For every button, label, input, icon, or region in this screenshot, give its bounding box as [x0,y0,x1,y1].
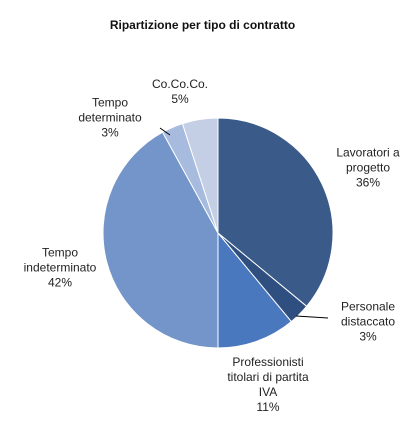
slice-label: Tempo determinato 3% [65,96,155,141]
slice-label: Tempo indeterminato 42% [15,246,105,291]
value-label: 3% [101,125,119,140]
chart-title: Ripartizione per tipo di contratto [109,18,296,32]
pie-slice [217,117,334,308]
slice-label: Co.Co.Co. 5% [135,77,225,107]
category-label: Co.Co.Co. [151,77,209,91]
category-label: Professionisti titolari di partita IVA [227,355,309,399]
value-label: 5% [171,92,189,106]
category-label: Lavoratori a progetto [336,145,400,175]
leader-line [159,127,171,136]
value-label: 11% [256,400,280,414]
slice-label: Lavoratori a progetto 36% [323,146,405,191]
slice-label: Personale distaccato 3% [323,300,405,345]
value-label: 42% [47,275,73,290]
leader-line [295,315,329,319]
value-label: 3% [359,329,377,344]
pie-slice [181,117,219,234]
pie-slice [102,131,219,349]
slice-label: Professionisti titolari di partita IVA 11… [223,355,313,415]
category-label: Tempo indeterminato [23,245,97,275]
value-label: 36% [355,175,381,190]
category-label: Tempo determinato [78,95,142,125]
category-label: Personale distaccato [340,299,396,329]
pie-slice [217,231,293,349]
